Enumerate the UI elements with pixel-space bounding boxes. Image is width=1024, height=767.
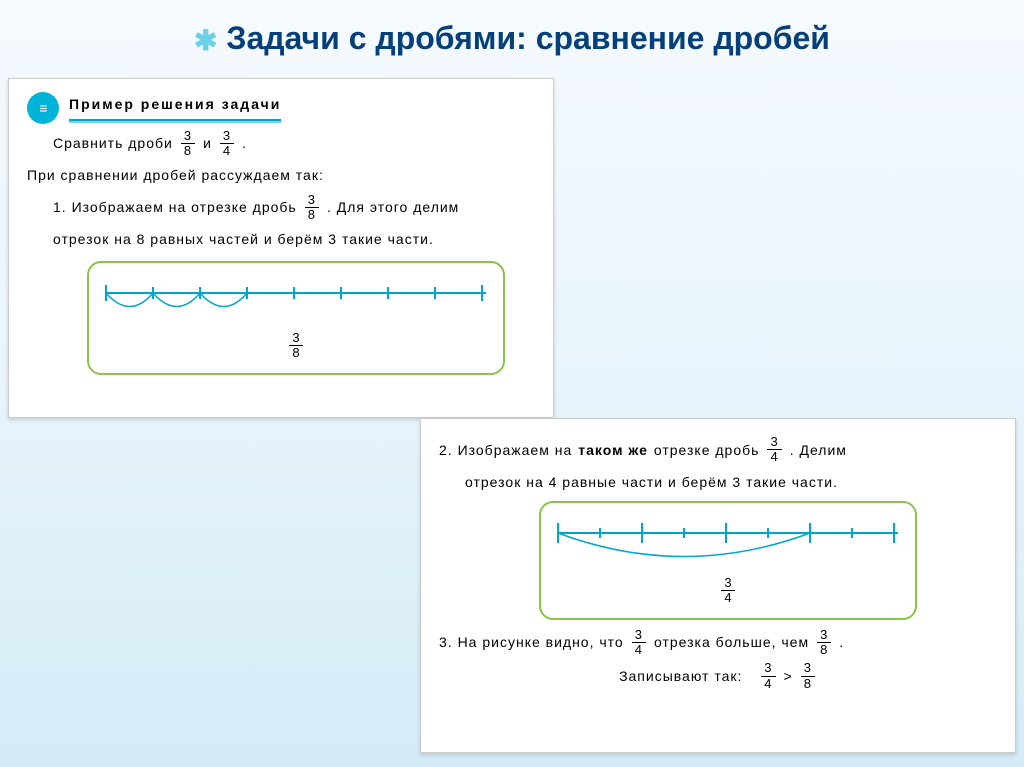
fraction-3-8-inline: 3 8: [305, 193, 319, 223]
step2-line-b: отрезок на 4 равные части и берём 3 таки…: [439, 469, 997, 496]
compare-line: Сравнить дроби 3 8 и 3 4 .: [27, 129, 535, 159]
compare-prefix: Сравнить дроби: [53, 130, 173, 157]
step1-line-a: 1. Изображаем на отрезке дробь 3 8 . Для…: [27, 193, 535, 223]
result-frac-right: 3 8: [801, 661, 815, 691]
fraction-3-8-small: 3 8: [817, 628, 831, 658]
page-title: ✱ Задачи с дробями: сравнение дробей: [0, 0, 1024, 67]
and-word: и: [203, 130, 212, 157]
numline1-label: 3 8: [289, 331, 302, 361]
example-header: Пример решения задачи: [69, 91, 281, 121]
result-frac-left: 3 4: [761, 661, 775, 691]
gt-sign: >: [784, 663, 793, 690]
fraction-3-8: 3 8: [181, 129, 195, 159]
numline2-label: 3 4: [721, 576, 734, 606]
step3-line: 3. На рисунке видно, что 3 4 отрезка бол…: [439, 628, 997, 658]
number-line-1: [96, 275, 496, 325]
fraction-3-4-big: 3 4: [632, 628, 646, 658]
title-text: Задачи с дробями: сравнение дробей: [226, 20, 830, 56]
step2-bold: таком же: [578, 437, 648, 464]
step1-line-b: отрезок на 8 равных частей и берём 3 так…: [27, 226, 535, 253]
panel-example: ≡ Пример решения задачи Сравнить дроби 3…: [8, 78, 554, 418]
step2-line-a: 2. Изображаем на таком же отрезке дробь …: [439, 435, 997, 465]
number-line-2: [548, 515, 908, 570]
number-line-box-1: 3 8: [87, 261, 505, 375]
number-line-box-2: 3 4: [539, 501, 917, 620]
reasoning-line: При сравнении дробей рассуждаем так:: [27, 162, 535, 189]
written-as-line: Записывают так: 3 4 > 3 8: [439, 661, 997, 691]
fraction-3-4: 3 4: [220, 129, 234, 159]
star-icon: ✱: [194, 25, 217, 56]
note-icon: ≡: [27, 92, 59, 124]
panel-step2: 2. Изображаем на таком же отрезке дробь …: [420, 418, 1016, 753]
fraction-3-4-step2: 3 4: [767, 435, 781, 465]
